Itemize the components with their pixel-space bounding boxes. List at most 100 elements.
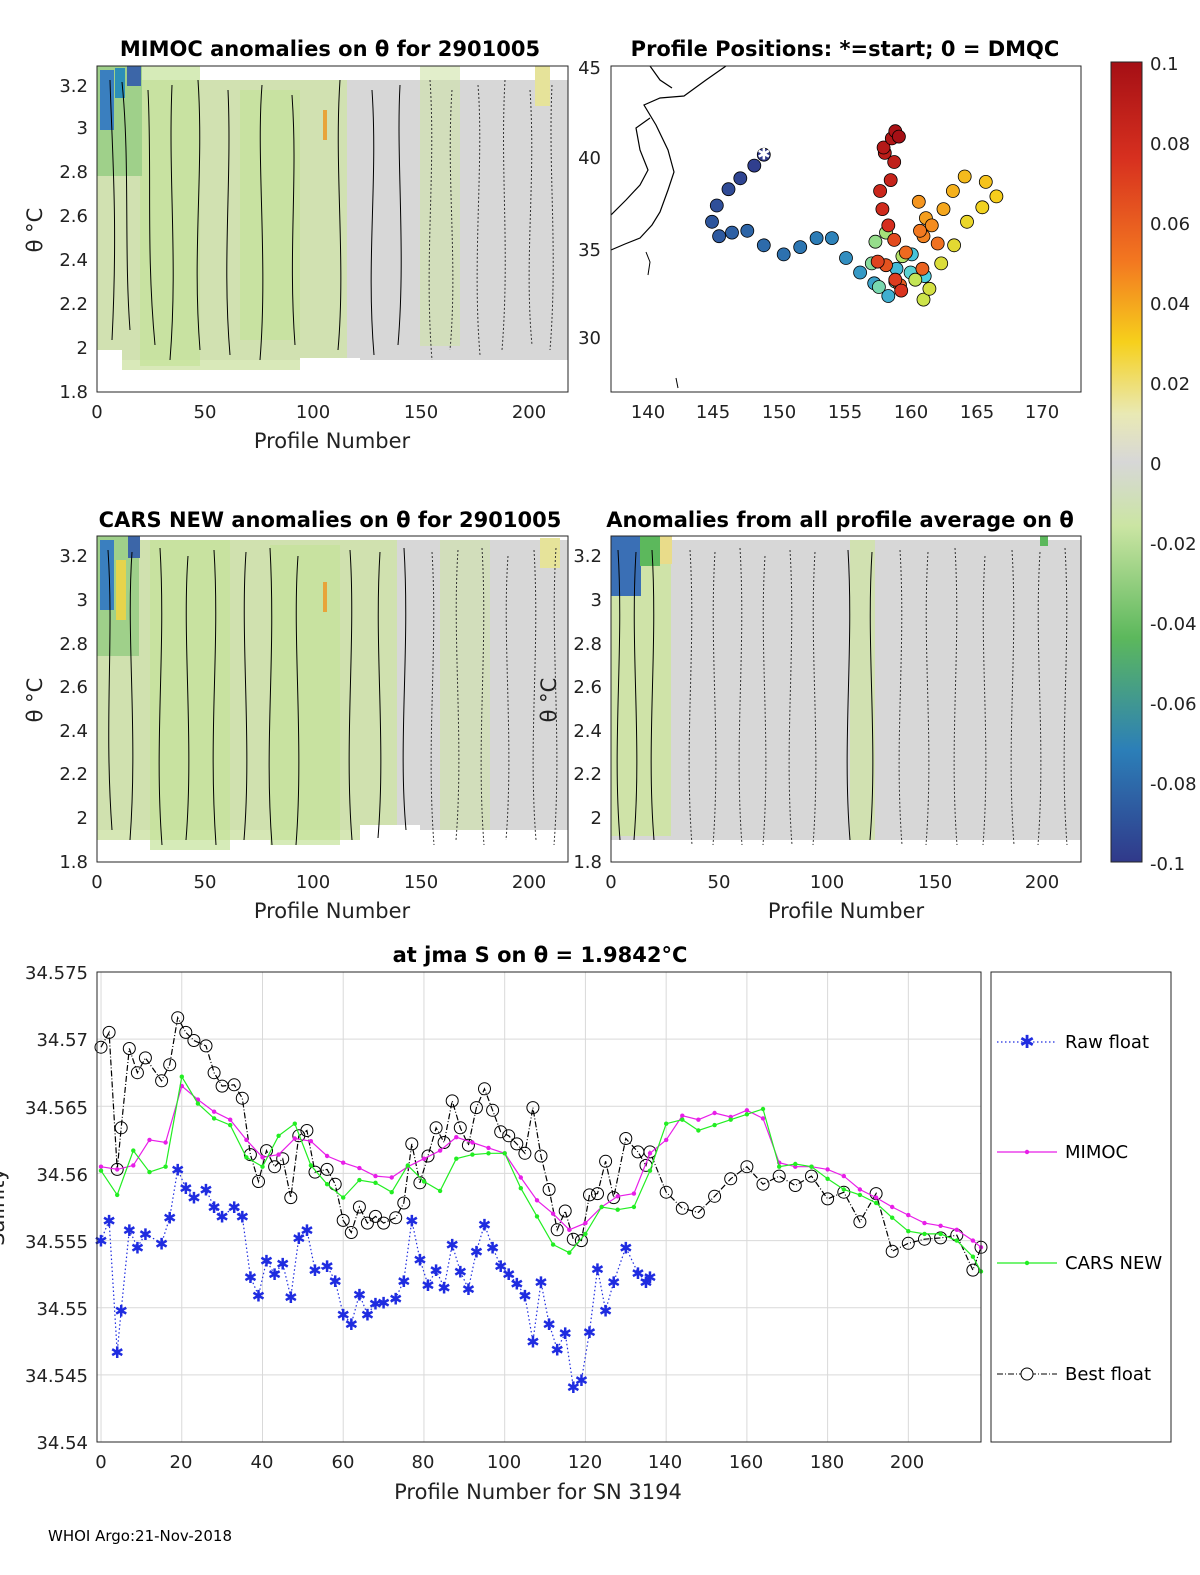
best-float-point <box>478 1082 491 1096</box>
profile-position-marker <box>756 238 771 253</box>
cars-new-point <box>147 1169 152 1175</box>
best-float-point <box>199 1039 213 1053</box>
raw-float-point: ✱ <box>534 1273 547 1292</box>
cars-y-ticks: 1.8 2 2.2 2.4 2.6 2.8 3 3.2 <box>59 546 88 873</box>
profile-position-marker <box>888 272 903 287</box>
cars-new-point <box>98 1168 104 1173</box>
mimoc-xlabel: Profile Number <box>254 429 411 453</box>
cars-ytick: 1.8 <box>59 852 88 873</box>
best-float-point <box>691 1205 705 1219</box>
cars-new-point <box>631 1204 637 1210</box>
cars-new-point <box>260 1164 265 1169</box>
best-float-point <box>574 1234 588 1248</box>
best-float-point <box>772 1169 786 1183</box>
profile-position-marker <box>873 184 887 198</box>
mimoc-point <box>115 1167 120 1172</box>
cars-xtick: 50 <box>194 872 217 893</box>
raw-float-point: ✱ <box>276 1254 289 1273</box>
salinity-xtick: 0 <box>95 1452 106 1473</box>
mimoc-xtick: 150 <box>404 402 438 423</box>
salinity-xtick: 160 <box>729 1452 763 1473</box>
best-float-point <box>252 1175 265 1188</box>
raw-float-point: ✱ <box>268 1265 281 1284</box>
mimoc-point <box>244 1137 249 1143</box>
cars-new-point <box>534 1214 540 1219</box>
raw-float-point: ✱ <box>413 1250 426 1269</box>
raw-float-point: ✱ <box>300 1221 313 1240</box>
salinity-xtick: 40 <box>251 1452 274 1473</box>
best-float-point <box>163 1058 177 1072</box>
allavg-ytick: 2.2 <box>573 764 602 785</box>
profile-position-marker <box>883 173 898 188</box>
profile-position-marker <box>709 198 724 213</box>
salinity-ytick: 34.555 <box>25 1232 88 1253</box>
cars-new-point <box>276 1133 281 1139</box>
salinity-xtick: 60 <box>332 1452 355 1473</box>
mimoc-point <box>341 1160 346 1165</box>
mimoc-point <box>276 1152 281 1157</box>
profile-position-marker <box>916 292 931 307</box>
raw-float-point: ✱ <box>361 1305 374 1324</box>
positions-xtick: 160 <box>894 402 928 423</box>
mimoc-point <box>970 1238 976 1243</box>
cars-new-point <box>115 1192 120 1198</box>
mimoc-xtick: 0 <box>91 402 102 423</box>
mimoc-field <box>97 66 568 392</box>
raw-float-point: ✱ <box>639 1273 652 1292</box>
cars-new-point <box>518 1186 523 1191</box>
best-float-point <box>187 1034 201 1047</box>
profile-position-marker <box>747 158 762 173</box>
mimoc-xtick: 100 <box>296 402 330 423</box>
cars-new-line <box>100 1075 982 1272</box>
cars-new-point <box>179 1074 184 1079</box>
profile-position-marker <box>712 229 726 244</box>
allavg-title: Anomalies from all profile average on θ <box>606 508 1074 532</box>
legend-mimoc-dot <box>1024 1149 1030 1155</box>
raw-float-point: ✱ <box>179 1179 192 1198</box>
best-float-point <box>550 1223 564 1237</box>
raw-float-point: ✱ <box>478 1216 491 1235</box>
footer-credit: WHOI Argo:21-Nov-2018 <box>48 1527 232 1545</box>
best-float-point <box>102 1025 116 1039</box>
allavg-panel: Anomalies from all profile average on θ <box>537 508 1082 923</box>
cars-panel: CARS NEW anomalies on θ for 2901005 <box>23 508 569 923</box>
float-track: ✱ <box>705 124 1004 307</box>
mimoc-xtick: 200 <box>512 402 546 423</box>
best-float-line <box>100 1015 982 1272</box>
mimoc-y-ticks: 1.8 2 2.2 2.4 2.6 2.8 3 3.2 <box>59 76 88 403</box>
mimoc-point <box>857 1187 863 1192</box>
best-float-point <box>397 1196 411 1210</box>
mimoc-x-ticks: 0 50 100 150 200 <box>91 402 546 423</box>
positions-ytick: 40 <box>578 148 601 169</box>
raw-float-point: ✱ <box>252 1287 265 1306</box>
allavg-xtick: 150 <box>918 872 952 893</box>
mimoc-point <box>470 1140 475 1145</box>
salinity-ytick: 34.55 <box>36 1299 88 1320</box>
cars-new-point <box>857 1192 863 1198</box>
salinity-xtick: 120 <box>568 1452 602 1473</box>
raw-float-point: ✱ <box>260 1252 273 1271</box>
cars-new-point <box>470 1152 475 1157</box>
raw-float-line <box>100 1167 651 1389</box>
cars-new-point <box>421 1179 427 1184</box>
raw-float-point: ✱ <box>244 1268 257 1287</box>
best-float-point <box>901 1236 915 1250</box>
profile-position-marker <box>934 256 949 271</box>
best-float-point <box>110 1162 124 1176</box>
mimoc-point <box>211 1109 217 1114</box>
profile-position-marker <box>894 283 909 298</box>
cars-new-point <box>890 1215 895 1220</box>
best-float-point <box>171 1011 185 1025</box>
best-float-point <box>429 1121 443 1135</box>
best-float-point <box>966 1263 980 1277</box>
raw-float-point: ✱ <box>369 1295 382 1314</box>
salinity-xtick: 100 <box>487 1452 521 1473</box>
allavg-ytick: 2.8 <box>573 634 602 655</box>
cars-new-point <box>502 1151 507 1156</box>
best-float-point <box>227 1078 241 1092</box>
profile-position-marker <box>915 261 930 276</box>
raw-float-point: ✱ <box>110 1343 123 1362</box>
best-float-point <box>885 1244 899 1258</box>
mimoc-point <box>308 1139 314 1144</box>
profile-position-marker <box>740 223 755 238</box>
